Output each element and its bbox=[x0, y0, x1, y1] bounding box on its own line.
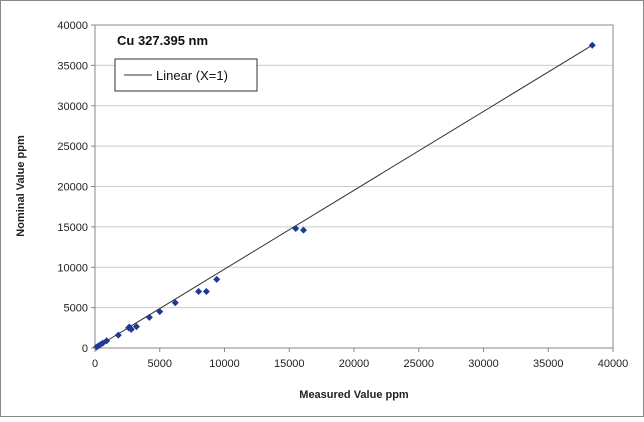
data-point bbox=[145, 313, 153, 321]
trendline-layer bbox=[94, 44, 593, 349]
y-tick-label: 10000 bbox=[57, 262, 88, 274]
data-point bbox=[127, 325, 135, 333]
x-tick-label: 0 bbox=[92, 358, 98, 370]
data-point bbox=[132, 323, 140, 331]
data-point bbox=[103, 337, 111, 345]
legend: Linear (X=1) bbox=[114, 58, 258, 92]
y-axis-label: Nominal Value ppm bbox=[15, 135, 27, 237]
data-point bbox=[588, 41, 596, 49]
data-point bbox=[292, 224, 300, 232]
data-point bbox=[171, 299, 179, 307]
data-point bbox=[299, 226, 307, 234]
data-point bbox=[213, 275, 221, 283]
data-point bbox=[156, 308, 164, 316]
x-tick-label: 25000 bbox=[403, 358, 434, 370]
legend-entry-linear: Linear (X=1) bbox=[156, 68, 228, 83]
y-tick-label: 35000 bbox=[57, 60, 88, 72]
points-layer bbox=[92, 41, 596, 351]
trendline bbox=[94, 44, 593, 349]
data-point bbox=[114, 331, 122, 339]
x-tick-label: 15000 bbox=[274, 358, 305, 370]
x-tick-label: 40000 bbox=[598, 358, 629, 370]
data-point bbox=[195, 287, 203, 295]
y-tick-label: 0 bbox=[82, 343, 88, 355]
chart-title: Cu 327.395 nm bbox=[117, 33, 208, 48]
y-tick-label: 40000 bbox=[57, 20, 88, 32]
x-axis-label: Measured Value ppm bbox=[299, 389, 409, 401]
data-point bbox=[202, 287, 210, 295]
y-tick-label: 20000 bbox=[57, 182, 88, 194]
x-axis-ticks: 0 5000 10000 15000 20000 25000 30000 35000 40000 bbox=[92, 348, 628, 370]
x-tick-label: 20000 bbox=[339, 358, 370, 370]
y-tick-label: 25000 bbox=[57, 141, 88, 153]
y-tick-label: 15000 bbox=[57, 222, 88, 234]
x-tick-label: 5000 bbox=[148, 358, 172, 370]
x-tick-label: 30000 bbox=[468, 358, 499, 370]
y-tick-label: 30000 bbox=[57, 101, 88, 113]
x-tick-label: 10000 bbox=[209, 358, 240, 370]
y-axis-ticks: 0 5000 10000 15000 20000 25000 30000 35000 40000 bbox=[57, 20, 95, 355]
y-tick-label: 5000 bbox=[64, 303, 88, 315]
x-tick-label: 35000 bbox=[533, 358, 564, 370]
